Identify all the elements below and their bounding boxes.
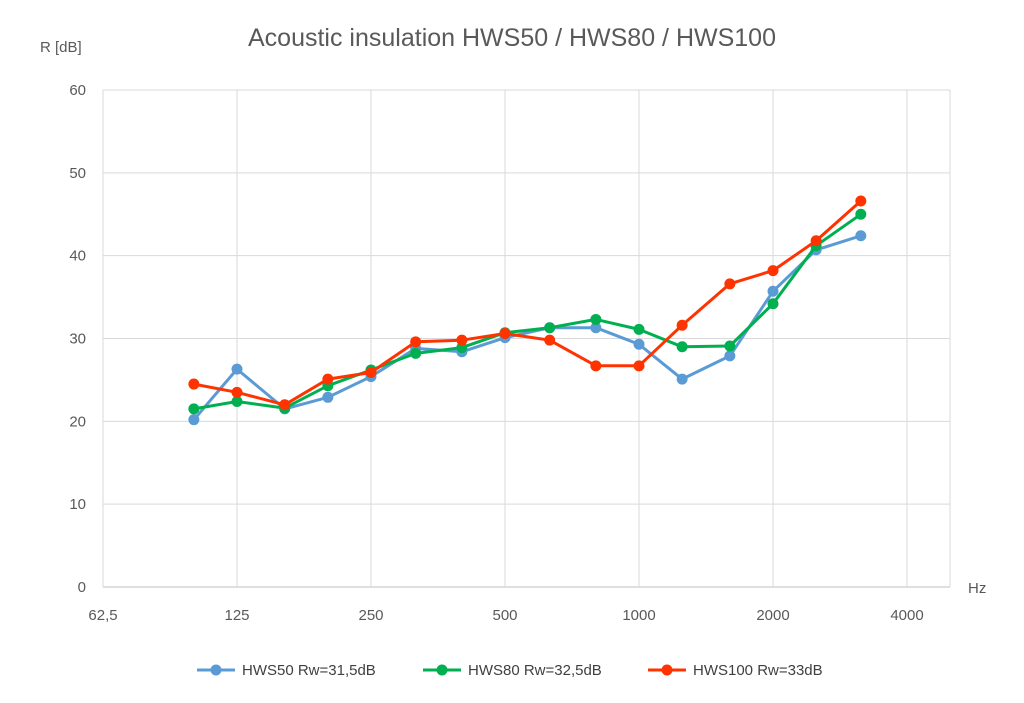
data-point (855, 195, 867, 207)
data-point (544, 334, 556, 346)
data-point (590, 313, 602, 325)
y-tick-label: 30 (69, 331, 86, 348)
data-point (633, 323, 645, 335)
data-point (410, 336, 422, 348)
x-tick-label: 125 (224, 607, 249, 624)
data-point (767, 265, 779, 277)
x-tick-label: 2000 (756, 607, 789, 624)
legend-label: HWS50 Rw=31,5dB (242, 662, 376, 679)
data-point (724, 278, 736, 290)
data-point (456, 334, 468, 346)
series-1 (188, 230, 867, 426)
data-point (676, 341, 688, 353)
data-point (767, 298, 779, 310)
y-tick-label: 10 (69, 496, 86, 513)
data-point (188, 403, 200, 415)
series-2 (188, 208, 867, 415)
y-axis-label: R [dB] (40, 39, 82, 56)
y-tick-label: 40 (69, 248, 86, 265)
series-3 (188, 195, 867, 411)
x-tick-label: 4000 (890, 607, 923, 624)
data-point (231, 386, 243, 398)
legend: HWS50 Rw=31,5dB HWS80 Rw=32,5dB HWS100 Rw=… (197, 662, 823, 679)
x-tick-label: 1000 (622, 607, 655, 624)
x-tick-label: 500 (492, 607, 517, 624)
data-point (633, 338, 645, 350)
data-point (231, 395, 243, 407)
data-point (231, 363, 243, 375)
y-tick-labels: 0 10 20 30 40 50 60 (69, 82, 86, 596)
data-point (279, 399, 291, 411)
data-point (855, 230, 867, 242)
data-point (322, 373, 334, 385)
chart-title: Acoustic insulation HWS50 / HWS80 / HWS1… (248, 24, 776, 52)
data-point (633, 360, 645, 372)
series-line (193, 199, 862, 407)
data-point (188, 378, 200, 390)
series-line (193, 213, 862, 411)
data-point (767, 285, 779, 297)
data-point (365, 366, 377, 378)
y-tick-label: 20 (69, 413, 86, 430)
data-point (188, 414, 200, 426)
legend-label: HWS80 Rw=32,5dB (468, 662, 602, 679)
data-point (590, 360, 602, 372)
x-tick-label: 250 (358, 607, 383, 624)
data-point (590, 322, 602, 334)
data-point (544, 322, 556, 334)
data-point (410, 347, 422, 359)
legend-item: HWS50 Rw=31,5dB (197, 662, 376, 679)
x-axis-label: Hz (968, 580, 986, 597)
data-point (724, 340, 736, 352)
legend-item: HWS100 Rw=33dB (648, 662, 823, 679)
legend-swatch-marker (436, 664, 448, 676)
data-point (855, 208, 867, 220)
legend-label: HWS100 Rw=33dB (693, 662, 823, 679)
series-line (192, 234, 862, 421)
data-point (810, 235, 822, 247)
data-point (676, 319, 688, 331)
y-tick-label: 60 (69, 82, 86, 99)
data-point (676, 373, 688, 385)
data-point (724, 350, 736, 362)
x-tick-labels: 62,5 125 250 500 1000 2000 4000 (88, 607, 923, 624)
legend-item: HWS80 Rw=32,5dB (423, 662, 602, 679)
legend-swatch-marker (210, 664, 222, 676)
data-point (322, 391, 334, 403)
gridlines (102, 89, 951, 588)
data-point (499, 328, 511, 340)
series-group (188, 195, 867, 426)
y-tick-label: 50 (69, 165, 86, 182)
x-tick-label: 62,5 (88, 607, 117, 624)
legend-swatch-marker (661, 664, 673, 676)
y-tick-label: 0 (78, 579, 86, 596)
